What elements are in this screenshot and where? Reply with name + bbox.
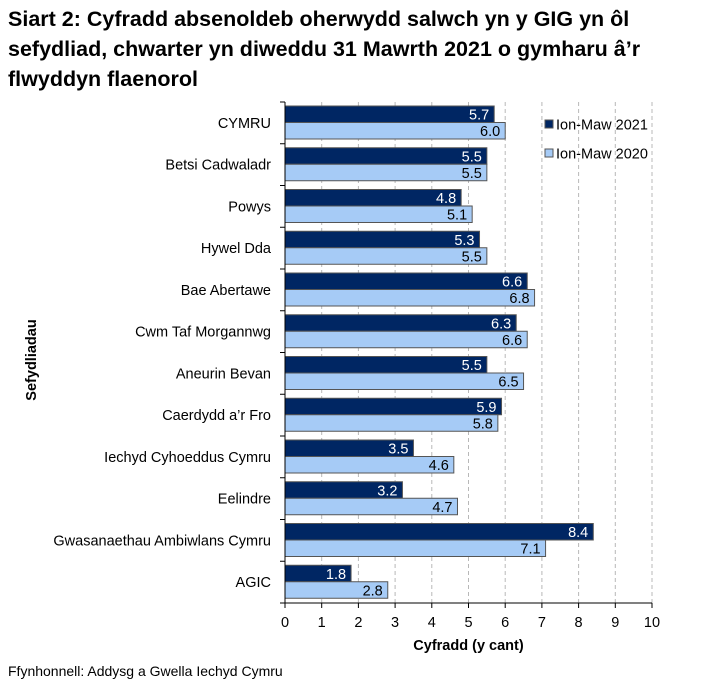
data-label: 2.8 [363, 583, 383, 599]
data-label: 6.8 [509, 291, 529, 307]
x-tick-label: 6 [501, 615, 509, 631]
data-label: 6.6 [502, 275, 522, 291]
y-axis-title: Sefydliadau [24, 319, 40, 400]
data-label: 4.7 [432, 500, 452, 516]
data-label: 5.5 [462, 149, 482, 165]
bar [284, 272, 528, 290]
bar [284, 122, 506, 140]
category-label: Caerdydd a’r Fro [162, 408, 271, 424]
x-tick-label: 5 [464, 615, 472, 631]
x-tick-label: 2 [354, 615, 362, 631]
bar [284, 330, 528, 349]
category-label: CYMRU [218, 116, 271, 132]
category-label: Iechyd Cyhoeddus Cymru [104, 450, 271, 466]
data-label: 6.0 [480, 124, 500, 140]
data-label: 5.3 [454, 233, 474, 249]
bar [284, 414, 499, 432]
category-label: Aneurin Bevan [176, 366, 271, 382]
bar [284, 289, 536, 307]
x-tick-label: 1 [318, 615, 326, 631]
bar [284, 247, 488, 265]
category-label: Cwm Taf Morgannwg [135, 325, 271, 341]
legend-swatch [544, 119, 554, 129]
x-tick-label: 8 [575, 615, 583, 631]
data-label: 5.5 [462, 249, 482, 265]
legend-label: Ion-Maw 2020 [556, 147, 648, 163]
x-tick-label: 10 [644, 615, 660, 631]
bar [284, 163, 488, 182]
category-label: Betsi Cadwaladr [165, 158, 271, 174]
data-label: 5.5 [462, 358, 482, 374]
category-label: AGIC [236, 575, 271, 591]
x-tick-label: 3 [391, 615, 399, 631]
x-tick-label: 4 [428, 615, 436, 631]
data-label: 4.6 [429, 458, 449, 474]
category-label: Powys [228, 199, 271, 215]
bar [284, 105, 495, 123]
data-label: 5.7 [469, 108, 489, 124]
data-label: 5.9 [476, 400, 496, 416]
category-label: Gwasanaethau Ambiwlans Cymru [53, 533, 271, 549]
category-label: Hywel Dda [201, 241, 272, 257]
data-label: 1.8 [326, 567, 346, 583]
data-label: 3.5 [388, 442, 408, 458]
bar [284, 205, 473, 223]
data-label: 6.6 [502, 333, 522, 349]
legend-swatch [544, 148, 554, 158]
category-label: Eelindre [218, 492, 271, 508]
bar [284, 356, 488, 374]
data-label: 6.5 [498, 375, 518, 391]
category-label: Bae Abertawe [181, 283, 271, 299]
bar [284, 314, 517, 332]
legend-label: Ion-Maw 2021 [556, 118, 648, 134]
bar [284, 372, 525, 390]
x-tick-label: 9 [611, 615, 619, 631]
bar [284, 230, 481, 249]
chart-title: Siart 2: Cyfradd absenoldeb oherwydd sal… [8, 7, 641, 91]
x-axis-title: Cyfradd (y cant) [413, 638, 524, 654]
source-note: Ffynhonnell: Addysg a Gwella Iechyd Cymr… [8, 663, 283, 679]
bar [284, 397, 503, 416]
data-label: 5.1 [447, 208, 467, 224]
x-tick-label: 7 [538, 615, 546, 631]
bar [284, 539, 547, 557]
data-label: 5.8 [473, 416, 493, 432]
x-tick-label: 0 [281, 615, 289, 631]
data-label: 8.4 [568, 525, 588, 541]
bar [284, 523, 594, 541]
data-label: 5.5 [462, 166, 482, 182]
bar [284, 147, 488, 165]
data-label: 3.2 [377, 483, 397, 499]
data-label: 4.8 [436, 191, 456, 207]
data-label: 6.3 [491, 316, 511, 332]
data-label: 7.1 [520, 542, 540, 558]
bar [284, 189, 462, 207]
